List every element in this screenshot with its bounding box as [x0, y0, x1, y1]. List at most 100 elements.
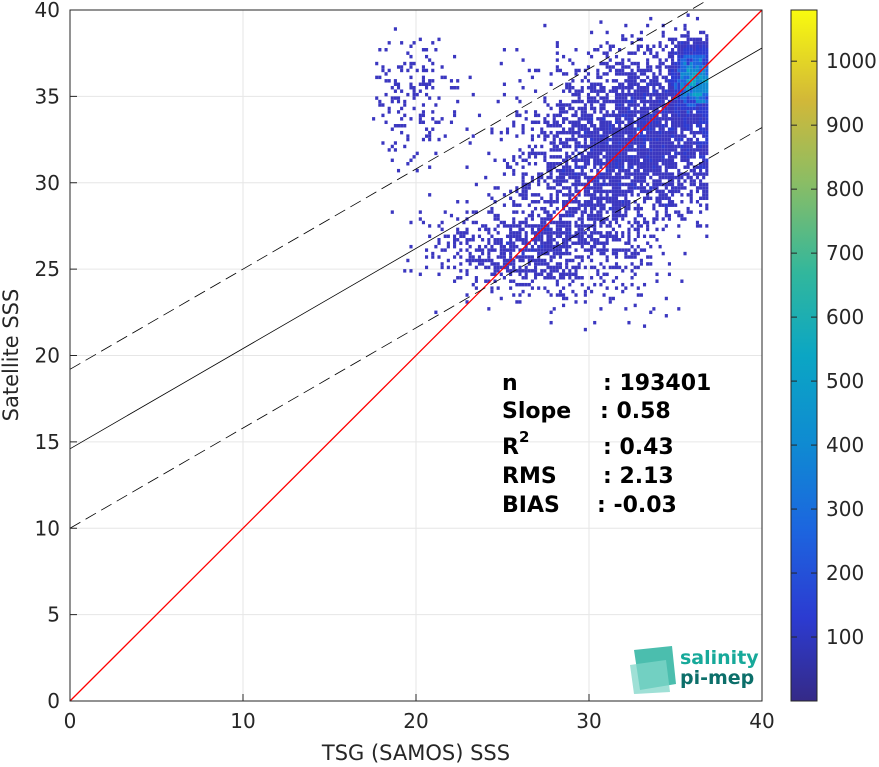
density-cell: [608, 179, 612, 183]
density-cell: [671, 155, 675, 159]
density-cell: [524, 238, 528, 242]
density-cell: [580, 227, 584, 232]
density-cell: [692, 92, 696, 97]
density-cell: [596, 179, 600, 183]
density-cell: [627, 168, 631, 173]
density-cell: [699, 144, 703, 149]
density-cell: [428, 79, 432, 83]
density-cell: [493, 262, 497, 266]
density-cell: [558, 213, 563, 218]
density-cell: [686, 86, 690, 90]
density-cell: [680, 200, 684, 204]
density-cell: [605, 217, 609, 221]
density-cell: [658, 92, 662, 97]
density-cell: [630, 86, 634, 90]
density-cell: [440, 117, 444, 121]
density-cell: [512, 210, 516, 214]
density-cell: [611, 175, 615, 180]
stat-r2-value: : 0.43: [603, 435, 674, 460]
density-cell: [633, 200, 637, 204]
density-cell: [695, 141, 700, 145]
density-cell: [630, 186, 634, 190]
density-cell: [574, 172, 578, 176]
density-cell: [590, 200, 594, 204]
density-cell: [574, 99, 578, 104]
density-cell: [555, 162, 559, 166]
density-cell: [671, 79, 675, 83]
density-cell: [453, 234, 457, 239]
density-cell: [618, 193, 622, 197]
density-cell: [493, 265, 497, 270]
density-cell: [611, 99, 615, 104]
density-cell: [599, 217, 603, 221]
density-cell: [642, 72, 647, 76]
density-cell: [695, 148, 700, 152]
density-cell: [431, 86, 435, 90]
density-cell: [518, 99, 522, 104]
density-cell: [549, 258, 553, 263]
density-cell: [624, 137, 628, 142]
density-cell: [642, 89, 647, 93]
density-cell: [562, 141, 566, 145]
density-cell: [543, 210, 547, 214]
density-cell: [614, 162, 619, 166]
density-cell: [558, 182, 563, 187]
density-cell: [512, 120, 516, 125]
density-cell: [431, 251, 435, 256]
density-cell: [633, 303, 637, 308]
density-cell: [652, 307, 656, 311]
density-cell: [490, 248, 494, 252]
density-cell: [593, 265, 597, 270]
density-cell: [586, 144, 591, 149]
density-cell: [664, 193, 668, 197]
density-cell: [540, 127, 544, 131]
density-cell: [633, 148, 637, 152]
density-cell: [605, 248, 609, 252]
density-cell: [618, 48, 622, 52]
y-tick-label: 0: [47, 689, 60, 713]
density-cell: [558, 99, 563, 104]
density-cell: [512, 234, 516, 239]
density-cell: [577, 106, 581, 111]
density-cell: [621, 269, 625, 273]
density-cell: [602, 117, 606, 121]
density-cell: [590, 206, 594, 211]
density-cell: [639, 68, 643, 73]
density-cell: [580, 168, 584, 173]
density-cell: [555, 68, 559, 73]
density-cell: [633, 227, 637, 232]
density-cell: [677, 82, 681, 87]
density-cell: [680, 127, 684, 131]
density-cell: [593, 110, 597, 114]
density-cell: [568, 137, 572, 142]
density-cell: [664, 206, 668, 211]
density-cell: [599, 307, 603, 311]
density-cell: [571, 213, 575, 218]
density-cell: [652, 86, 656, 90]
density-cell: [695, 96, 700, 100]
density-cell: [658, 200, 662, 204]
density-cell: [577, 89, 581, 93]
density-cell: [642, 282, 647, 287]
density-cell: [453, 110, 457, 114]
density-cell: [378, 99, 382, 104]
density-cell: [568, 224, 572, 228]
density-cell: [655, 217, 659, 221]
density-cell: [605, 96, 609, 100]
density-cell: [533, 231, 538, 235]
colorbar-tick-label: 500: [826, 369, 864, 393]
density-cell: [692, 72, 696, 76]
density-cell: [524, 255, 528, 259]
stat-r2-sup: 2: [519, 428, 529, 446]
density-cell: [633, 206, 637, 211]
density-cell: [558, 179, 563, 183]
density-cell: [406, 134, 410, 138]
density-cell: [611, 89, 615, 93]
density-cell: [667, 144, 672, 149]
density-cell: [618, 206, 622, 211]
density-cell: [562, 186, 566, 190]
density-cell: [633, 141, 637, 145]
density-cell: [677, 106, 681, 111]
density-cell: [692, 117, 696, 121]
density-cell: [602, 244, 606, 249]
